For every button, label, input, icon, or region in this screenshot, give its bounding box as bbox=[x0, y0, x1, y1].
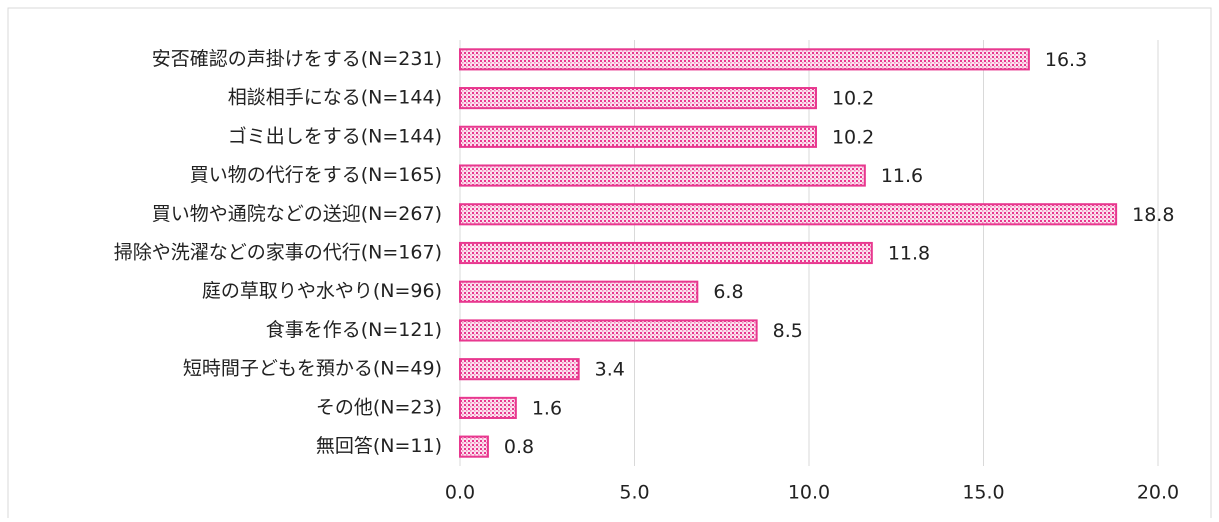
data-label: 3.4 bbox=[595, 359, 625, 381]
y-tick-label: 短時間子どもを預かる(N=49) bbox=[183, 358, 442, 380]
y-tick-label: 買い物の代行をする(N=165) bbox=[190, 164, 442, 186]
bar bbox=[459, 87, 817, 110]
y-tick-label: 無回答(N=11) bbox=[316, 435, 442, 457]
x-tick-label: 20.0 bbox=[1137, 482, 1179, 504]
y-tick-label: ゴミ出しをする(N=144) bbox=[228, 125, 442, 147]
data-label: 8.5 bbox=[773, 320, 803, 342]
bar bbox=[459, 125, 817, 148]
data-label: 0.8 bbox=[504, 436, 534, 458]
bar bbox=[459, 203, 1118, 226]
bar bbox=[459, 48, 1030, 71]
data-label: 18.8 bbox=[1132, 204, 1174, 226]
data-label: 11.8 bbox=[888, 243, 930, 265]
x-tick-label: 0.0 bbox=[445, 482, 475, 504]
y-tick-label: 食事を作る(N=121) bbox=[266, 319, 442, 341]
x-tick-label: 5.0 bbox=[619, 482, 649, 504]
data-label: 11.6 bbox=[881, 165, 923, 187]
y-tick-label: 相談相手になる(N=144) bbox=[228, 87, 442, 109]
y-tick-label: 掃除や洗濯などの家事の代行(N=167) bbox=[114, 242, 442, 264]
data-label: 10.2 bbox=[832, 88, 874, 110]
bar bbox=[459, 319, 758, 342]
data-label: 10.2 bbox=[832, 126, 874, 148]
bar bbox=[459, 396, 517, 419]
x-tick-label: 10.0 bbox=[788, 482, 830, 504]
data-label: 16.3 bbox=[1045, 49, 1087, 71]
bar bbox=[459, 435, 489, 458]
y-tick-label: その他(N=23) bbox=[316, 396, 442, 418]
bar bbox=[459, 164, 866, 187]
bar bbox=[459, 280, 699, 303]
bar bbox=[459, 241, 873, 265]
data-label: 1.6 bbox=[532, 397, 562, 419]
y-tick-label: 安否確認の声掛けをする(N=231) bbox=[152, 48, 442, 70]
x-tick-label: 15.0 bbox=[962, 482, 1004, 504]
bar bbox=[459, 358, 580, 381]
y-tick-label: 庭の草取りや水やり(N=96) bbox=[202, 280, 442, 302]
data-label: 6.8 bbox=[713, 281, 743, 303]
chart-frame bbox=[7, 7, 1212, 522]
y-tick-label: 買い物や通院などの送迎(N=267) bbox=[152, 203, 442, 225]
